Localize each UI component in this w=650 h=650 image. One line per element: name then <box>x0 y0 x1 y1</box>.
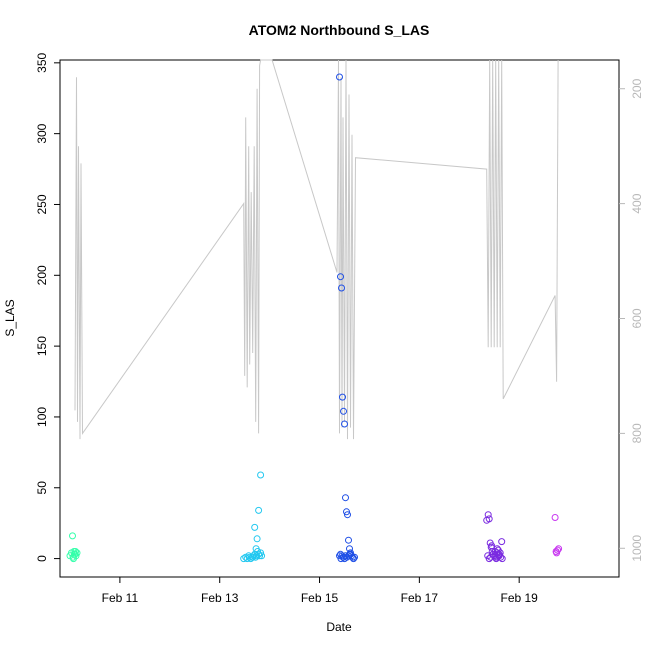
data-point <box>485 555 493 563</box>
y-tick-label: 0 <box>35 555 49 562</box>
data-point <box>342 494 349 502</box>
data-point <box>249 553 257 561</box>
x-axis-label: Date <box>326 620 352 634</box>
y2-tick-label: 200 <box>630 78 644 98</box>
data-point <box>497 553 505 561</box>
data-point <box>341 420 348 428</box>
x-tick-label: Feb 11 <box>102 591 139 605</box>
data-point <box>494 546 502 554</box>
y2-tick-label: 400 <box>630 193 644 213</box>
y-tick-label: 350 <box>35 53 49 73</box>
depth-line <box>74 59 559 440</box>
y2-tick-label: 600 <box>630 308 644 328</box>
data-point <box>484 511 492 519</box>
x-tick-label: Feb 13 <box>201 591 239 605</box>
data-point <box>339 393 346 401</box>
data-point <box>552 548 560 555</box>
chart-title: ATOM2 Northbound S_LAS <box>249 22 430 38</box>
data-point <box>69 532 76 540</box>
x-tick-label: Feb 17 <box>401 591 439 605</box>
data-points-layer <box>66 73 563 563</box>
y-tick-label: 150 <box>35 336 49 356</box>
data-point <box>485 515 493 523</box>
y-tick-label: 300 <box>35 123 49 143</box>
data-point <box>257 471 265 479</box>
data-point <box>340 407 347 415</box>
data-point <box>70 555 77 563</box>
data-point <box>337 273 344 281</box>
y-tick-label: 100 <box>35 407 49 427</box>
data-point <box>338 284 345 292</box>
data-point <box>257 549 265 557</box>
data-point <box>251 523 259 531</box>
data-point <box>493 545 501 553</box>
x-tick-label: Feb 15 <box>301 591 339 605</box>
data-point <box>72 548 79 555</box>
y2-tick-label: 1000 <box>630 535 644 562</box>
axes-layer: Feb 11 Feb 13 Feb 15 Feb 17 Feb 19 0 50 100 150 2… <box>35 53 644 605</box>
y-tick-label: 200 <box>35 265 49 285</box>
data-point <box>336 73 343 81</box>
data-point <box>347 549 354 557</box>
data-point <box>488 542 496 550</box>
data-point <box>258 552 266 560</box>
data-point <box>551 514 559 521</box>
data-point <box>253 535 261 543</box>
data-point <box>344 511 351 519</box>
data-point <box>255 506 263 514</box>
data-point <box>498 555 506 563</box>
data-point <box>345 536 352 544</box>
data-point <box>343 508 350 516</box>
data-point <box>498 538 506 546</box>
y-axis-label: S_LAS <box>3 299 17 336</box>
data-point <box>340 553 347 561</box>
data-point <box>554 546 562 554</box>
x-tick-label: Feb 19 <box>500 591 538 605</box>
y-tick-label: 250 <box>35 194 49 214</box>
depth-line-layer <box>74 59 559 440</box>
data-point <box>252 545 260 553</box>
y-tick-label: 50 <box>35 481 49 495</box>
data-point <box>256 552 264 560</box>
data-point <box>346 550 353 558</box>
y2-tick-label: 800 <box>630 423 644 443</box>
